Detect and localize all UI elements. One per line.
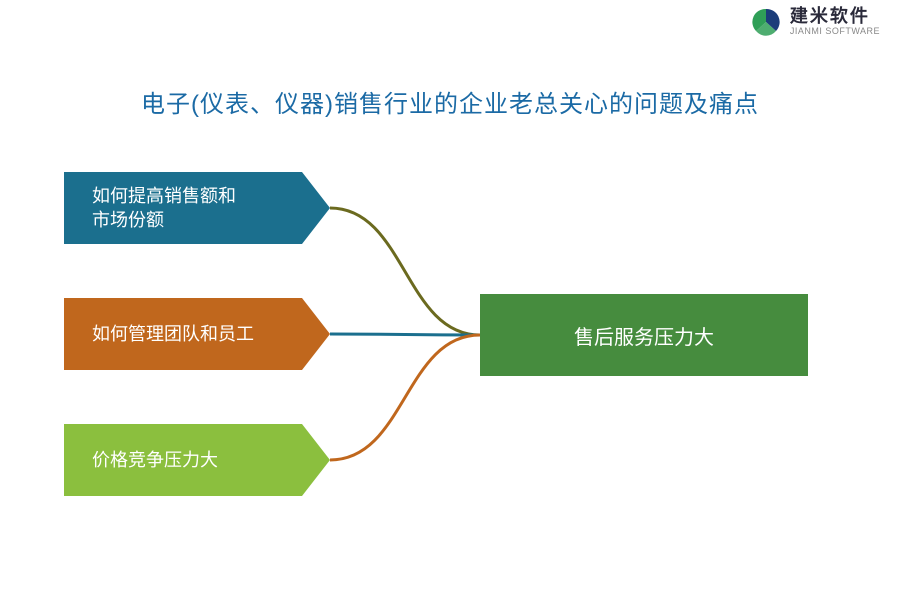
- brand-name-en: JIANMI SOFTWARE: [790, 27, 880, 37]
- connector-3: [330, 335, 480, 460]
- source-label: 价格竞争压力大: [92, 448, 218, 472]
- source-box-3: 价格竞争压力大: [64, 424, 302, 496]
- brand-logo-mark: [750, 6, 782, 38]
- brand-logo: 建米软件 JIANMI SOFTWARE: [750, 6, 880, 38]
- source-label: 如何管理团队和员工: [92, 322, 254, 346]
- connector-1: [330, 208, 480, 335]
- brand-logo-text: 建米软件 JIANMI SOFTWARE: [790, 7, 880, 37]
- source-label: 如何提高销售额和 市场份额: [92, 184, 236, 233]
- connector-2: [330, 334, 480, 335]
- brand-name-cn: 建米软件: [790, 7, 880, 27]
- page-title: 电子(仪表、仪器)销售行业的企业老总关心的问题及痛点: [0, 84, 900, 119]
- target-box: 售后服务压力大: [480, 294, 808, 376]
- source-box-2: 如何管理团队和员工: [64, 298, 302, 370]
- source-box-1: 如何提高销售额和 市场份额: [64, 172, 302, 244]
